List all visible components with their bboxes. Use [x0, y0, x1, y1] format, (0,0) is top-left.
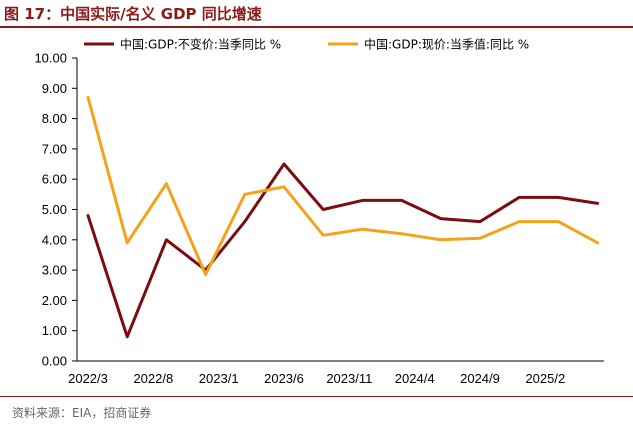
y-tick-label: 7.00 — [42, 141, 67, 156]
y-tick-label: 5.00 — [42, 202, 67, 217]
x-tick-label: 2022/3 — [68, 371, 108, 386]
chart-legend: 中国:GDP:不变价:当季同比 % 中国:GDP:现价:当季值:同比 % — [84, 37, 529, 52]
x-tick-label: 2022/8 — [133, 371, 173, 386]
y-axis: 0.00 1.00 2.00 3.00 4.00 5.00 6.00 7.00 8.00 9.00… — [34, 51, 78, 369]
source-note: 资料来源：EIA，招商证券 — [12, 406, 152, 420]
series-line — [86, 162, 600, 339]
x-axis: 2022/3 2022/8 2023/1 2023/6 2023/11 2024/4 202… — [68, 360, 604, 386]
x-tick-label: 2024/9 — [460, 371, 500, 386]
y-tick-label: 9.00 — [42, 81, 67, 96]
x-tick-label: 2025/2 — [525, 371, 565, 386]
y-tick-label: 10.00 — [34, 51, 67, 66]
x-tick-label: 2023/1 — [199, 371, 239, 386]
legend-label: 中国:GDP:不变价:当季同比 % — [120, 37, 281, 52]
x-tick-label: 2023/11 — [326, 371, 372, 386]
y-tick-label: 8.00 — [42, 111, 67, 126]
y-tick-label: 4.00 — [42, 232, 67, 247]
title-rule — [0, 26, 633, 28]
legend-label: 中国:GDP:现价:当季值:同比 % — [364, 37, 529, 52]
y-tick-label: 1.00 — [42, 323, 67, 338]
x-tick-label: 2024/4 — [395, 371, 435, 386]
figure-title: 图 17：中国实际/名义 GDP 同比增速 — [4, 5, 262, 23]
footer-rule — [0, 396, 633, 397]
plot-area — [86, 95, 600, 339]
x-tick-label: 2023/6 — [264, 371, 304, 386]
y-tick-label: 3.00 — [42, 263, 67, 278]
y-tick-label: 0.00 — [42, 354, 67, 369]
y-tick-label: 6.00 — [42, 172, 67, 187]
y-tick-label: 2.00 — [42, 293, 67, 308]
series-line — [86, 95, 600, 277]
